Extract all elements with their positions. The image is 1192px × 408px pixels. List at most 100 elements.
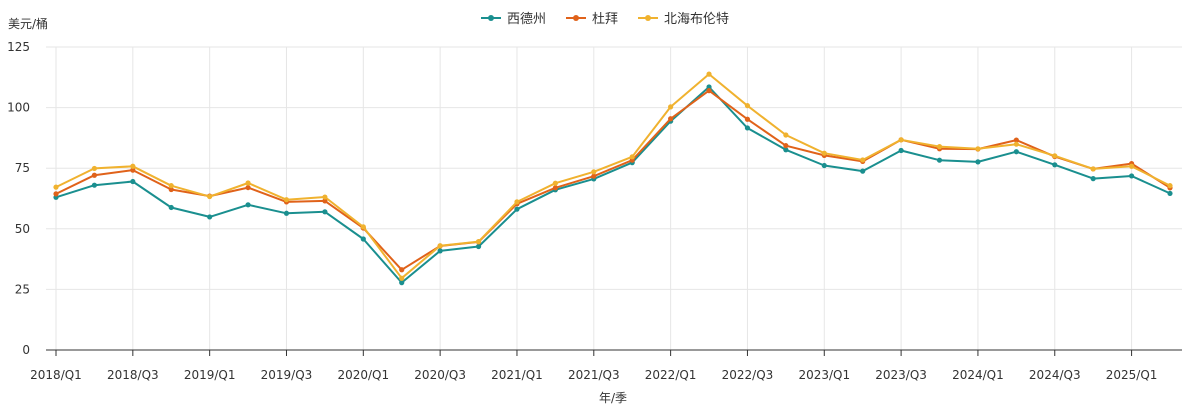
data-point[interactable] bbox=[706, 88, 712, 94]
data-point[interactable] bbox=[668, 104, 674, 110]
data-point[interactable] bbox=[744, 103, 751, 109]
data-point[interactable] bbox=[437, 248, 443, 254]
x-tick-label: 2023/Q1 bbox=[798, 368, 850, 382]
y-tick-label: 100 bbox=[7, 101, 30, 115]
data-point[interactable] bbox=[706, 71, 712, 77]
x-tick-label: 2019/Q1 bbox=[184, 368, 236, 382]
data-point[interactable] bbox=[475, 243, 482, 250]
data-point[interactable] bbox=[207, 214, 213, 220]
data-point[interactable] bbox=[898, 137, 904, 143]
data-point[interactable] bbox=[245, 184, 251, 191]
data-point[interactable] bbox=[821, 162, 827, 169]
data-point[interactable] bbox=[207, 193, 213, 200]
data-point[interactable] bbox=[130, 163, 136, 169]
data-point[interactable] bbox=[1052, 162, 1058, 168]
y-tick-label: 75 bbox=[15, 161, 30, 175]
series-line bbox=[55, 89, 1171, 271]
data-point[interactable] bbox=[360, 236, 366, 242]
data-point[interactable] bbox=[322, 194, 328, 200]
grid-layer bbox=[46, 46, 1182, 350]
data-point[interactable] bbox=[245, 202, 251, 208]
data-point[interactable] bbox=[1052, 153, 1058, 159]
x-tick-label: 2025/Q1 bbox=[1106, 368, 1158, 382]
data-point[interactable] bbox=[1013, 149, 1019, 155]
data-point[interactable] bbox=[53, 191, 59, 197]
data-point[interactable] bbox=[668, 116, 674, 122]
data-point[interactable] bbox=[168, 186, 174, 193]
data-point[interactable] bbox=[168, 183, 174, 189]
data-point[interactable] bbox=[552, 180, 558, 186]
axis-layer: 0 25 50 75 100 125 2018/Q1 2018/Q3 2019/Q1 2019/Q… bbox=[7, 40, 1182, 382]
data-point[interactable] bbox=[514, 199, 520, 205]
data-point[interactable] bbox=[475, 239, 482, 245]
data-point[interactable] bbox=[322, 209, 328, 215]
data-point[interactable] bbox=[1167, 190, 1173, 197]
data-point[interactable] bbox=[399, 275, 405, 281]
data-point[interactable] bbox=[783, 147, 789, 153]
data-point[interactable] bbox=[629, 154, 635, 160]
x-tick-label: 2020/Q3 bbox=[414, 368, 466, 382]
x-tick-label: 2022/Q3 bbox=[722, 368, 774, 382]
data-point[interactable] bbox=[552, 185, 558, 191]
data-point[interactable] bbox=[283, 210, 290, 216]
series-line bbox=[55, 73, 1171, 280]
data-point[interactable] bbox=[283, 197, 290, 203]
data-point[interactable] bbox=[860, 168, 866, 174]
data-point[interactable] bbox=[1013, 137, 1019, 143]
legend-item-2[interactable]: 杜拜 bbox=[566, 12, 618, 27]
legend-marker bbox=[488, 15, 494, 21]
series-layer bbox=[53, 71, 1173, 286]
y-tick-label: 125 bbox=[7, 40, 30, 54]
data-point[interactable] bbox=[898, 147, 904, 154]
data-point[interactable] bbox=[1090, 176, 1096, 182]
x-tick-label: 2020/Q1 bbox=[337, 368, 389, 382]
data-point[interactable] bbox=[1167, 183, 1173, 189]
x-axis-title: 年/季 bbox=[599, 391, 627, 405]
legend-label: 西德州 bbox=[507, 12, 546, 27]
y-tick-label: 0 bbox=[22, 343, 30, 357]
data-point[interactable] bbox=[591, 173, 597, 179]
data-point[interactable] bbox=[936, 157, 943, 163]
x-tick-label: 2023/Q3 bbox=[875, 368, 927, 382]
x-tick-label: 2024/Q3 bbox=[1029, 368, 1081, 382]
data-point[interactable] bbox=[91, 165, 98, 172]
data-point[interactable] bbox=[399, 280, 405, 286]
data-point[interactable] bbox=[130, 167, 136, 173]
data-point[interactable] bbox=[783, 132, 789, 138]
data-point[interactable] bbox=[53, 184, 59, 190]
data-point[interactable] bbox=[514, 206, 520, 212]
legend-label: 北海布伦特 bbox=[664, 12, 729, 27]
legend[interactable]: 西德州 杜拜 北海布伦特 bbox=[481, 12, 729, 27]
data-point[interactable] bbox=[1013, 141, 1019, 147]
data-point[interactable] bbox=[130, 178, 136, 185]
legend-label: 杜拜 bbox=[592, 12, 618, 27]
legend-marker bbox=[645, 15, 651, 21]
data-point[interactable] bbox=[1128, 173, 1135, 179]
data-point[interactable] bbox=[744, 125, 751, 131]
data-point[interactable] bbox=[936, 144, 943, 150]
data-point[interactable] bbox=[975, 159, 981, 165]
data-point[interactable] bbox=[437, 243, 443, 249]
data-point[interactable] bbox=[975, 146, 981, 152]
legend-item-1[interactable]: 西德州 bbox=[481, 12, 546, 27]
data-point[interactable] bbox=[821, 150, 827, 156]
data-point[interactable] bbox=[91, 182, 98, 188]
legend-item-3[interactable]: 北海布伦特 bbox=[638, 12, 729, 27]
data-point[interactable] bbox=[1090, 166, 1096, 172]
data-point[interactable] bbox=[91, 172, 98, 178]
data-point[interactable] bbox=[591, 169, 597, 175]
x-tick-label: 2022/Q1 bbox=[645, 368, 697, 382]
data-point[interactable] bbox=[399, 267, 405, 273]
series-1 bbox=[53, 84, 1173, 286]
data-point[interactable] bbox=[860, 157, 866, 163]
data-point[interactable] bbox=[245, 180, 251, 186]
data-point[interactable] bbox=[744, 116, 751, 122]
data-point[interactable] bbox=[783, 143, 789, 149]
data-point[interactable] bbox=[706, 84, 712, 90]
data-point[interactable] bbox=[360, 224, 366, 230]
data-point[interactable] bbox=[1128, 163, 1135, 169]
x-tick-label: 2018/Q1 bbox=[30, 368, 82, 382]
data-point[interactable] bbox=[168, 204, 174, 211]
data-point[interactable] bbox=[322, 198, 328, 204]
